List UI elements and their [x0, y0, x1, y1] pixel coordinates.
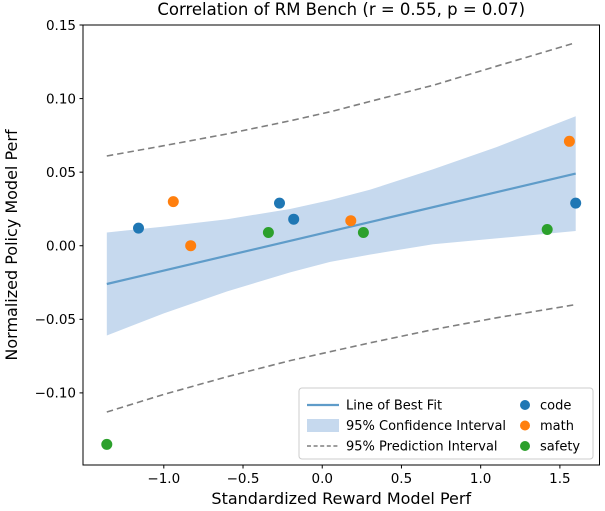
y-tick-label: 0.15 — [46, 18, 76, 34]
plot-border — [82, 24, 600, 466]
x-tick-label: −0.5 — [227, 471, 260, 487]
legend-marker-math — [520, 420, 530, 431]
x-axis-label: Standardized Reward Model Perf — [211, 489, 471, 508]
x-tick-label: 0.0 — [311, 471, 332, 487]
scatter-point-safety — [262, 227, 274, 238]
scatter-point-safety — [357, 227, 369, 238]
x-tick-label: 1.5 — [549, 471, 570, 487]
scatter-point-code — [133, 222, 144, 234]
x-tick-label: 0.5 — [391, 471, 412, 487]
legend-confidence-interval-sample — [307, 419, 339, 432]
chart-title: Correlation of RM Bench (r = 0.55, p = 0… — [157, 0, 525, 19]
y-axis-label: Normalized Policy Model Perf — [2, 129, 21, 361]
scatter-point-math — [167, 196, 179, 208]
scatter-point-math — [185, 240, 197, 252]
confidence-interval-band — [106, 116, 576, 336]
prediction-interval-lower-line — [106, 303, 576, 413]
y-tick-label: 0.10 — [46, 91, 76, 107]
y-tick-label: 0.05 — [46, 165, 76, 181]
legend-box — [298, 387, 594, 460]
legend-marker-safety — [520, 441, 530, 451]
x-tick-label: −1.0 — [147, 471, 180, 487]
scatter-point-code — [274, 197, 285, 209]
scatter-point-code — [288, 213, 300, 225]
scatter-point-safety — [101, 438, 113, 450]
y-tick-label: −0.10 — [35, 386, 76, 402]
legend-label: 95% Prediction Interval — [346, 440, 498, 455]
scatter-point-math — [563, 135, 575, 147]
x-tick-label: 1.0 — [470, 471, 491, 487]
y-tick-label: 0.00 — [46, 239, 76, 255]
legend-label: 95% Confidence Interval — [346, 419, 506, 434]
legend-label-safety: safety — [540, 440, 580, 455]
scatter-point-code — [570, 197, 582, 209]
scatter-point-safety — [541, 224, 553, 235]
y-tick-label: −0.05 — [35, 312, 76, 328]
line-of-best-fit — [106, 172, 576, 286]
scatter-point-math — [345, 215, 357, 227]
legend-label-math: math — [540, 419, 574, 434]
legend-label: Line of Best Fit — [346, 399, 442, 414]
prediction-interval-upper-line — [106, 41, 576, 157]
legend-label-code: code — [540, 399, 571, 414]
legend-marker-code — [520, 400, 530, 410]
